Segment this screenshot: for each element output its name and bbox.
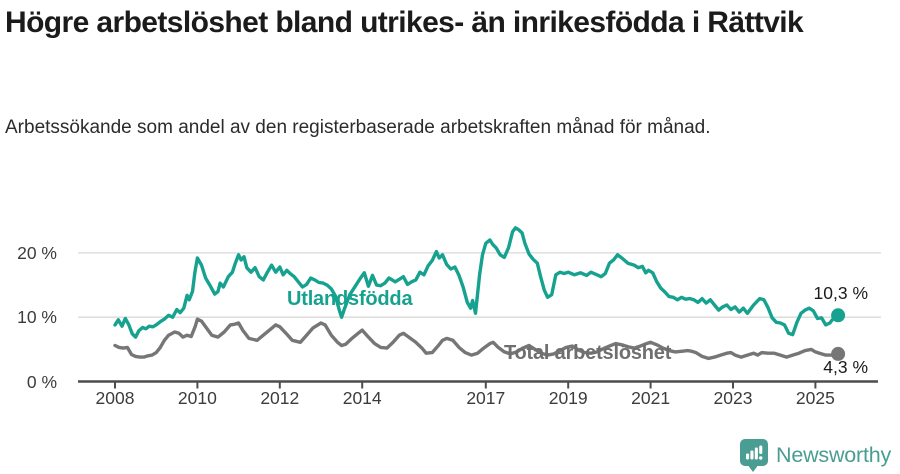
chart-title: Högre arbetslöshet bland utrikes- än inr… [5, 6, 804, 39]
series-line-total [113, 317, 840, 361]
x-tick-label: 2008 [95, 388, 135, 408]
y-tick-label: 0 % [26, 371, 57, 392]
x-tick-label: 2023 [713, 388, 753, 408]
newsworthy-badge-icon [740, 439, 768, 472]
newsworthy-logo[interactable]: Newsworthy [740, 439, 891, 472]
newsworthy-wordmark: Newsworthy [776, 443, 892, 467]
series-label-utlandsfodda: Utlandsfödda [287, 288, 413, 310]
x-tick-label: 2010 [177, 388, 217, 408]
x-tick-label: 2021 [631, 388, 671, 408]
series-label-total-arbetsloshet: Total arbetslöshet [504, 342, 672, 364]
series-end-dot-utlandsfodda [831, 308, 846, 323]
y-tick-label: 10 % [17, 307, 57, 328]
x-tick-label: 2014 [342, 388, 382, 408]
end-value-total: 4,3 % [823, 357, 868, 377]
x-tick-label: 2019 [548, 388, 588, 408]
x-tick-label: 2025 [795, 388, 835, 408]
y-tick-label: 20 % [17, 242, 57, 263]
chart-subtitle: Arbetssökande som andel av den registerb… [5, 117, 711, 138]
end-value-utlandsfodda: 10,3 % [813, 283, 868, 303]
series-end-dot-total [831, 346, 846, 361]
x-tick-label: 2017 [466, 388, 506, 408]
x-tick-label: 2012 [260, 388, 300, 408]
series-line-utlandsfodda [113, 226, 840, 339]
